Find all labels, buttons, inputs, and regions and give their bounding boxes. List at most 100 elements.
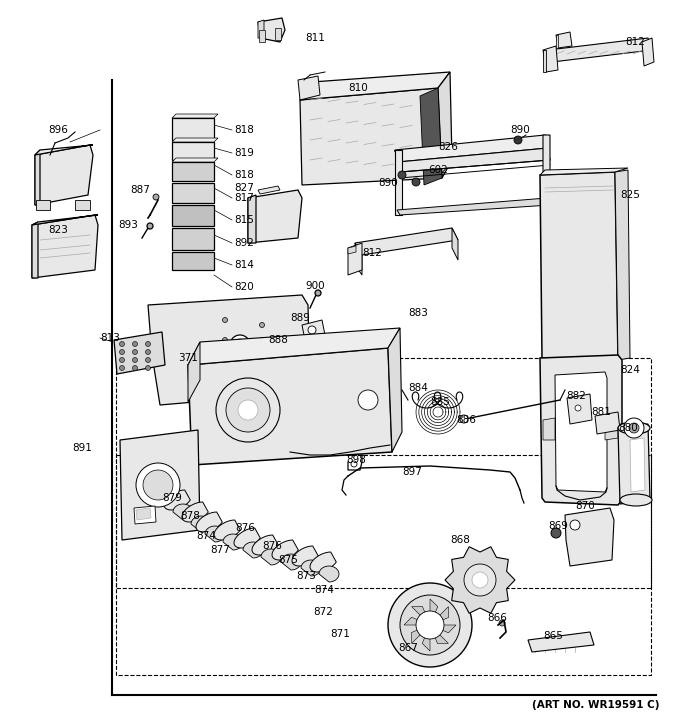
Polygon shape xyxy=(420,88,442,185)
Circle shape xyxy=(499,620,505,626)
Polygon shape xyxy=(556,32,572,48)
Circle shape xyxy=(230,335,250,355)
Circle shape xyxy=(234,339,246,351)
Polygon shape xyxy=(172,228,214,250)
Polygon shape xyxy=(565,508,614,566)
Polygon shape xyxy=(543,135,550,200)
Polygon shape xyxy=(172,142,214,160)
Ellipse shape xyxy=(620,494,652,506)
Polygon shape xyxy=(136,508,151,520)
Circle shape xyxy=(153,194,159,200)
Text: 813: 813 xyxy=(100,333,120,343)
Polygon shape xyxy=(310,552,337,572)
Text: 823: 823 xyxy=(48,225,68,235)
Text: 872: 872 xyxy=(313,607,333,617)
Text: 825: 825 xyxy=(620,190,640,200)
Text: 824: 824 xyxy=(620,365,640,375)
Circle shape xyxy=(147,223,153,229)
Polygon shape xyxy=(556,35,558,48)
Circle shape xyxy=(575,405,581,411)
Text: 817: 817 xyxy=(234,193,254,203)
Circle shape xyxy=(460,415,468,423)
Polygon shape xyxy=(543,46,558,72)
Circle shape xyxy=(146,349,150,355)
Circle shape xyxy=(136,463,180,507)
Polygon shape xyxy=(172,114,218,118)
Text: 876: 876 xyxy=(235,523,255,533)
Polygon shape xyxy=(540,355,622,505)
Polygon shape xyxy=(248,195,256,243)
Polygon shape xyxy=(188,348,392,465)
Polygon shape xyxy=(395,150,402,215)
Polygon shape xyxy=(348,246,356,254)
Polygon shape xyxy=(172,118,214,140)
Circle shape xyxy=(133,349,137,355)
Polygon shape xyxy=(248,190,302,243)
Text: 866: 866 xyxy=(487,613,507,623)
Bar xyxy=(116,455,651,675)
Text: 878: 878 xyxy=(180,511,200,521)
Polygon shape xyxy=(543,50,546,72)
Circle shape xyxy=(120,349,124,355)
Polygon shape xyxy=(630,438,645,492)
Polygon shape xyxy=(172,183,214,203)
Text: 602: 602 xyxy=(428,165,447,175)
Polygon shape xyxy=(188,342,200,402)
Polygon shape xyxy=(642,38,654,66)
Polygon shape xyxy=(555,372,607,492)
Text: 885: 885 xyxy=(430,397,450,407)
Polygon shape xyxy=(120,430,200,540)
Text: 875: 875 xyxy=(278,555,298,565)
Circle shape xyxy=(222,318,228,323)
Polygon shape xyxy=(172,252,214,270)
Circle shape xyxy=(412,178,420,186)
Text: 876: 876 xyxy=(262,541,282,551)
Polygon shape xyxy=(398,148,550,172)
Polygon shape xyxy=(298,76,320,100)
Text: 810: 810 xyxy=(348,83,368,93)
Circle shape xyxy=(624,418,644,438)
Text: 826: 826 xyxy=(438,142,458,152)
Polygon shape xyxy=(75,200,90,210)
Circle shape xyxy=(133,365,137,370)
Polygon shape xyxy=(300,340,334,360)
Polygon shape xyxy=(172,138,218,142)
Polygon shape xyxy=(595,412,620,434)
Circle shape xyxy=(133,341,137,347)
Polygon shape xyxy=(422,625,430,651)
Circle shape xyxy=(120,365,124,370)
Polygon shape xyxy=(182,502,208,522)
Polygon shape xyxy=(528,632,594,652)
Circle shape xyxy=(398,171,406,179)
Polygon shape xyxy=(430,625,456,633)
Circle shape xyxy=(570,520,580,530)
Text: 811: 811 xyxy=(305,33,325,43)
Polygon shape xyxy=(543,418,555,440)
Circle shape xyxy=(267,347,283,363)
Polygon shape xyxy=(172,158,218,162)
Text: 891: 891 xyxy=(72,443,92,453)
Text: 874: 874 xyxy=(314,585,334,595)
Polygon shape xyxy=(32,222,38,278)
Circle shape xyxy=(216,378,280,442)
Polygon shape xyxy=(252,535,278,555)
Circle shape xyxy=(308,326,316,334)
Polygon shape xyxy=(618,424,650,504)
Text: 892: 892 xyxy=(234,238,254,248)
Circle shape xyxy=(416,611,444,639)
Text: 881: 881 xyxy=(591,407,611,417)
Text: 820: 820 xyxy=(234,282,254,292)
Text: 889: 889 xyxy=(290,313,310,323)
Polygon shape xyxy=(540,172,618,360)
Polygon shape xyxy=(35,145,93,155)
Circle shape xyxy=(133,357,137,362)
Polygon shape xyxy=(223,534,243,550)
Circle shape xyxy=(222,338,228,342)
Polygon shape xyxy=(243,542,263,558)
Polygon shape xyxy=(258,20,264,38)
Text: 877: 877 xyxy=(210,545,230,555)
Polygon shape xyxy=(302,320,325,340)
Polygon shape xyxy=(173,504,193,520)
Polygon shape xyxy=(300,88,442,185)
Polygon shape xyxy=(292,546,318,566)
